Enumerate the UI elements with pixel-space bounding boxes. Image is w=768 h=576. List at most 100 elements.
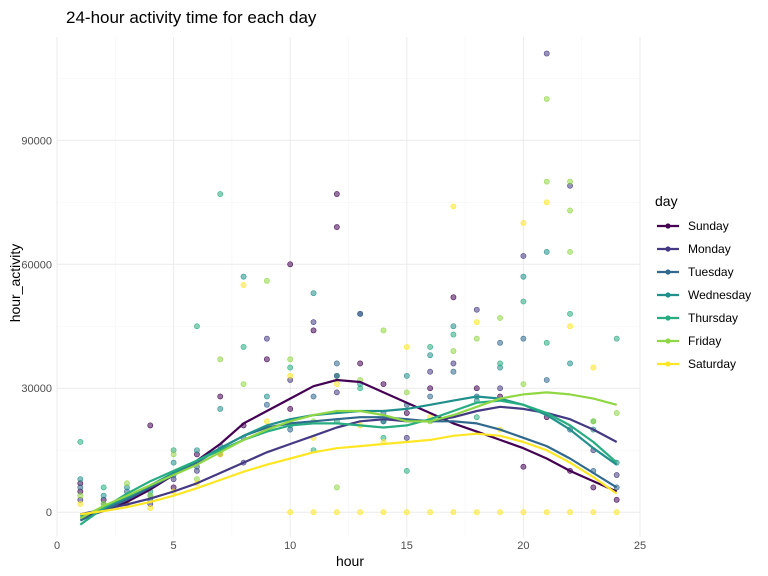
data-point-saturday xyxy=(287,372,294,379)
legend-label-thursday: Thursday xyxy=(688,311,738,325)
data-points xyxy=(77,50,620,516)
data-point-sunday xyxy=(310,327,317,334)
data-point-tuesday xyxy=(357,310,364,317)
data-point-thursday xyxy=(450,331,457,338)
data-point-friday xyxy=(590,418,597,425)
data-point-tuesday xyxy=(310,393,317,400)
data-point-monday xyxy=(450,360,457,367)
data-point-saturday xyxy=(567,323,573,330)
data-point-friday xyxy=(124,480,130,487)
x-axis-title: hour xyxy=(336,553,364,569)
data-point-wednesday xyxy=(263,393,270,400)
data-point-friday xyxy=(543,96,550,102)
legend-marker-sunday xyxy=(665,223,671,229)
legend-label-monday: Monday xyxy=(688,242,731,256)
data-point-saturday xyxy=(427,509,434,516)
data-point-saturday xyxy=(403,509,410,516)
data-point-friday xyxy=(520,381,527,388)
legend-label-sunday: Sunday xyxy=(688,219,729,233)
data-point-tuesday xyxy=(520,335,527,342)
data-point-thursday xyxy=(217,191,224,197)
legend: day Sunday Monday Tuesday Wednesday Thursday… xyxy=(655,193,751,371)
data-point-friday xyxy=(287,356,294,363)
series-line-friday xyxy=(79,391,617,520)
data-point-saturday xyxy=(380,509,387,516)
data-point-friday xyxy=(450,348,457,354)
data-point-tuesday xyxy=(77,484,84,491)
data-point-saturday xyxy=(590,364,597,371)
data-point-sunday xyxy=(357,360,364,367)
data-point-saturday xyxy=(543,509,550,516)
data-point-saturday xyxy=(287,509,294,516)
data-point-saturday xyxy=(450,203,457,210)
data-point-thursday xyxy=(497,360,503,367)
series-line-thursday xyxy=(79,399,618,526)
data-point-friday xyxy=(217,356,224,363)
data-point-wednesday xyxy=(310,290,317,297)
data-point-thursday xyxy=(194,323,200,330)
data-point-saturday xyxy=(310,509,317,516)
data-point-wednesday xyxy=(77,476,84,483)
data-point-saturday xyxy=(497,509,503,516)
data-point-saturday xyxy=(357,509,364,516)
data-point-tuesday xyxy=(450,368,457,375)
data-point-friday xyxy=(497,315,503,321)
y-tick-label: 30000 xyxy=(21,383,52,395)
data-point-wednesday xyxy=(543,248,550,255)
x-tick-label: 25 xyxy=(634,540,646,552)
data-point-thursday xyxy=(357,385,364,392)
legend-marker-wednesday xyxy=(665,292,671,298)
data-point-wednesday xyxy=(450,323,457,330)
data-point-friday xyxy=(567,178,573,185)
data-point-thursday xyxy=(427,344,434,350)
data-point-friday xyxy=(333,484,340,491)
data-point-tuesday xyxy=(263,401,270,408)
data-point-monday xyxy=(333,389,340,396)
data-point-thursday xyxy=(287,364,294,371)
legend-label-tuesday: Tuesday xyxy=(688,265,734,279)
data-point-thursday xyxy=(240,344,247,350)
y-axis-title: hour_activity xyxy=(7,244,23,323)
data-point-saturday xyxy=(333,509,340,516)
series-line-saturday xyxy=(80,432,618,516)
data-point-friday xyxy=(473,335,480,342)
legend-marker-saturday xyxy=(665,361,671,367)
data-point-monday xyxy=(263,335,270,342)
data-point-wednesday xyxy=(403,372,410,379)
gridlines xyxy=(56,37,641,537)
data-point-saturday xyxy=(473,509,480,516)
data-point-friday xyxy=(403,389,410,396)
data-point-thursday xyxy=(520,298,527,305)
data-point-tuesday xyxy=(427,393,434,400)
data-point-friday xyxy=(77,492,84,499)
x-tick-label: 0 xyxy=(54,540,60,552)
legend-marker-friday xyxy=(665,338,671,344)
data-point-sunday xyxy=(450,294,457,301)
data-point-friday xyxy=(567,248,573,255)
data-point-friday xyxy=(263,277,270,284)
data-point-friday xyxy=(613,410,620,416)
legend-marker-monday xyxy=(665,246,671,252)
x-tick-label: 10 xyxy=(284,540,296,552)
data-point-saturday xyxy=(590,509,597,516)
data-point-monday xyxy=(427,368,434,375)
x-tick-label: 5 xyxy=(171,540,177,552)
data-point-monday xyxy=(520,253,527,259)
data-point-sunday xyxy=(287,406,294,412)
data-point-sunday xyxy=(403,410,410,416)
data-point-sunday xyxy=(287,261,294,268)
data-point-saturday xyxy=(520,220,527,226)
data-point-saturday xyxy=(77,501,84,507)
x-tick-label: 15 xyxy=(401,540,413,552)
data-point-saturday xyxy=(263,418,270,425)
data-point-wednesday xyxy=(217,406,224,412)
data-point-sunday xyxy=(217,393,224,400)
data-point-tuesday xyxy=(543,377,550,383)
data-point-sunday xyxy=(520,463,527,470)
data-point-monday xyxy=(473,306,480,313)
data-point-sunday xyxy=(333,191,340,197)
data-point-wednesday xyxy=(240,273,247,280)
data-point-sunday xyxy=(333,224,340,230)
data-point-saturday xyxy=(240,282,247,288)
data-point-saturday xyxy=(473,319,480,326)
